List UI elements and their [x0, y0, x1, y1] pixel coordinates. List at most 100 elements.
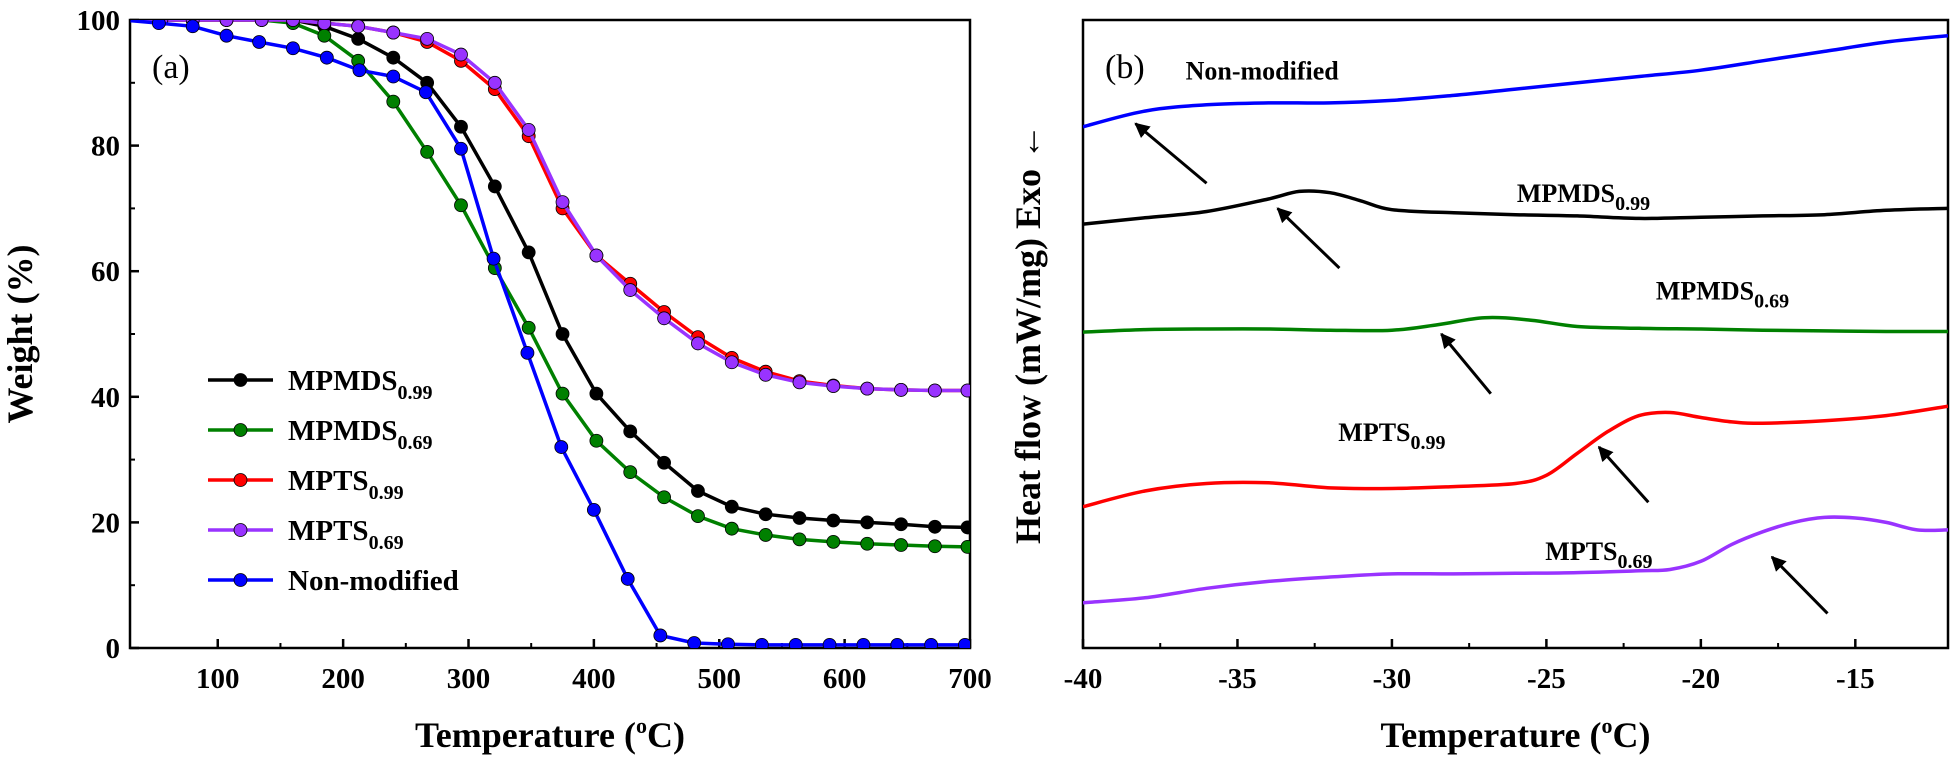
- data-point: [653, 628, 668, 643]
- annotation-arrow: [1597, 445, 1650, 504]
- data-point: [254, 20, 269, 27]
- x-tick-label: -40: [1064, 663, 1103, 695]
- y-tick-label: 80: [91, 131, 120, 163]
- data-point: [927, 519, 942, 534]
- data-point: [894, 538, 908, 552]
- curve-label-base: MPMDS: [1656, 276, 1754, 305]
- legend: MPMDS0.99MPMDS0.69MPTS0.99MPTS0.69Non-mo…: [208, 365, 459, 597]
- data-point: [860, 381, 875, 396]
- data-point: [958, 637, 970, 648]
- data-point: [758, 367, 773, 382]
- data-point: [623, 424, 638, 439]
- data-point: [521, 245, 536, 260]
- series-mpts-0-69: [1083, 515, 1948, 605]
- data-point: [219, 28, 234, 43]
- legend-label-subscript: 0.69: [369, 532, 404, 554]
- data-point: [826, 379, 841, 394]
- x-tick-label: 500: [698, 663, 742, 695]
- y-tick-label: 0: [106, 633, 121, 665]
- data-point: [352, 63, 367, 78]
- data-point: [691, 509, 705, 524]
- legend-label: MPMDS0.69: [288, 415, 433, 454]
- data-point: [252, 35, 267, 49]
- data-point: [319, 50, 334, 65]
- data-point: [754, 637, 769, 648]
- series-non-modified: [1083, 33, 1948, 129]
- x-axis-title-unit: C): [647, 715, 685, 755]
- data-point: [960, 539, 970, 554]
- data-point: [185, 20, 200, 34]
- legend-label-subscript: 0.99: [398, 382, 433, 404]
- x-axis-title-text: Temperature (: [415, 715, 636, 755]
- data-point: [927, 383, 942, 398]
- x-tick-label: -20: [1682, 663, 1721, 695]
- data-point: [924, 637, 939, 648]
- panel-a-tga-plot: 100 200 300 400 500 600 700 0 20 40 60 80 100 Tempera…: [0, 5, 992, 755]
- series-line: [1083, 315, 1948, 334]
- data-point: [521, 122, 536, 137]
- data-point: [486, 251, 501, 266]
- data-point: [927, 539, 942, 554]
- x-tick-label: 400: [572, 663, 616, 695]
- curve-label-subscript: 0.99: [1615, 193, 1650, 215]
- data-point: [386, 94, 401, 109]
- legend-item: MPTS0.99: [208, 465, 404, 504]
- plot-area: [130, 20, 970, 648]
- data-point: [454, 141, 468, 156]
- data-point: [758, 528, 773, 542]
- data-point: [351, 31, 366, 46]
- data-point: [894, 382, 908, 397]
- legend-label: MPTS0.69: [288, 515, 404, 554]
- x-tick-label: -25: [1527, 663, 1566, 695]
- plot-frame: [1081, 18, 1950, 650]
- legend-item: MPMDS0.69: [208, 415, 433, 454]
- data-point: [657, 455, 671, 470]
- curve-label-base: MPMDS: [1517, 179, 1615, 208]
- data-point: [521, 320, 536, 335]
- x-tick-label: 600: [823, 663, 867, 695]
- series-mpts-0-99: [130, 20, 970, 398]
- legend-item: MPTS0.69: [208, 515, 404, 554]
- data-point: [894, 517, 908, 532]
- data-point: [555, 386, 570, 401]
- data-point: [890, 637, 905, 648]
- series-mpts-0-69: [130, 20, 970, 398]
- data-point: [788, 637, 803, 648]
- data-point: [487, 179, 502, 194]
- legend-swatch-marker: [233, 523, 248, 537]
- data-point: [589, 386, 604, 401]
- data-point: [151, 20, 166, 31]
- series-non-modified: [130, 20, 970, 648]
- data-point: [520, 345, 535, 360]
- data-point: [420, 31, 435, 46]
- series-line: [130, 20, 968, 393]
- annotation-arrow: [1276, 207, 1341, 270]
- annotation-arrow: [1440, 332, 1492, 395]
- data-point: [586, 502, 601, 517]
- annotation-arrow: [1134, 122, 1208, 185]
- data-point: [386, 50, 401, 65]
- data-point: [724, 499, 739, 514]
- series-mpmds-0-69: [130, 20, 970, 554]
- legend-swatch-marker: [233, 573, 248, 587]
- legend-swatch-marker: [233, 373, 248, 387]
- curve-label-subscript: 0.69: [1754, 290, 1789, 312]
- plot-frame: [128, 18, 972, 650]
- data-point: [724, 521, 739, 536]
- x-tick-label: 200: [321, 663, 365, 695]
- series-line: [1083, 404, 1948, 509]
- data-point: [589, 248, 604, 263]
- data-point: [792, 532, 807, 547]
- y-tick-label: 60: [91, 256, 120, 288]
- series-mpmds-0-99: [130, 20, 970, 535]
- x-tick-label: -30: [1373, 663, 1412, 695]
- plot-area: [1083, 33, 1948, 605]
- data-point: [691, 336, 705, 351]
- curve-label: MPMDS0.69: [1656, 276, 1789, 312]
- y-axis-title: Heat flow (mW/mg) Exo ←: [1008, 124, 1048, 544]
- x-axis-title-superscript: o: [1601, 713, 1612, 738]
- series-mpmds-0-99: [1083, 189, 1948, 226]
- data-point: [792, 511, 807, 525]
- data-point: [620, 572, 635, 586]
